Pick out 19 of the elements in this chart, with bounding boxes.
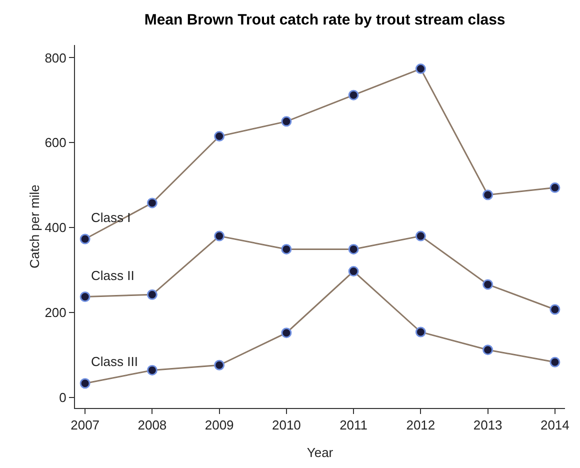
y-axis-title: Catch per mile	[27, 184, 42, 268]
x-tick-label: 2007	[70, 418, 100, 433]
x-tick-label: 2008	[138, 418, 167, 433]
y-tick-label: 200	[44, 305, 66, 320]
x-tick-label: 2012	[406, 418, 436, 433]
x-tick-label: 2011	[340, 418, 368, 433]
y-tick-label: 400	[44, 220, 66, 236]
chart-title: Mean Brown Trout catch rate by trout stream class	[144, 12, 506, 29]
series-label: Class III	[91, 354, 138, 369]
x-tick-label: 2009	[204, 418, 234, 433]
y-tick-label: 0	[59, 390, 66, 405]
y-tick-label: 800	[44, 50, 66, 66]
y-tick-label: 600	[44, 135, 66, 150]
series-label: Class II	[91, 268, 134, 283]
x-tick-label: 2010	[272, 418, 301, 433]
series-label: Class I	[91, 210, 131, 225]
x-tick-label: 2013	[473, 418, 502, 433]
x-axis-title: Year	[306, 445, 334, 460]
x-tick-label: 2014	[540, 418, 570, 433]
